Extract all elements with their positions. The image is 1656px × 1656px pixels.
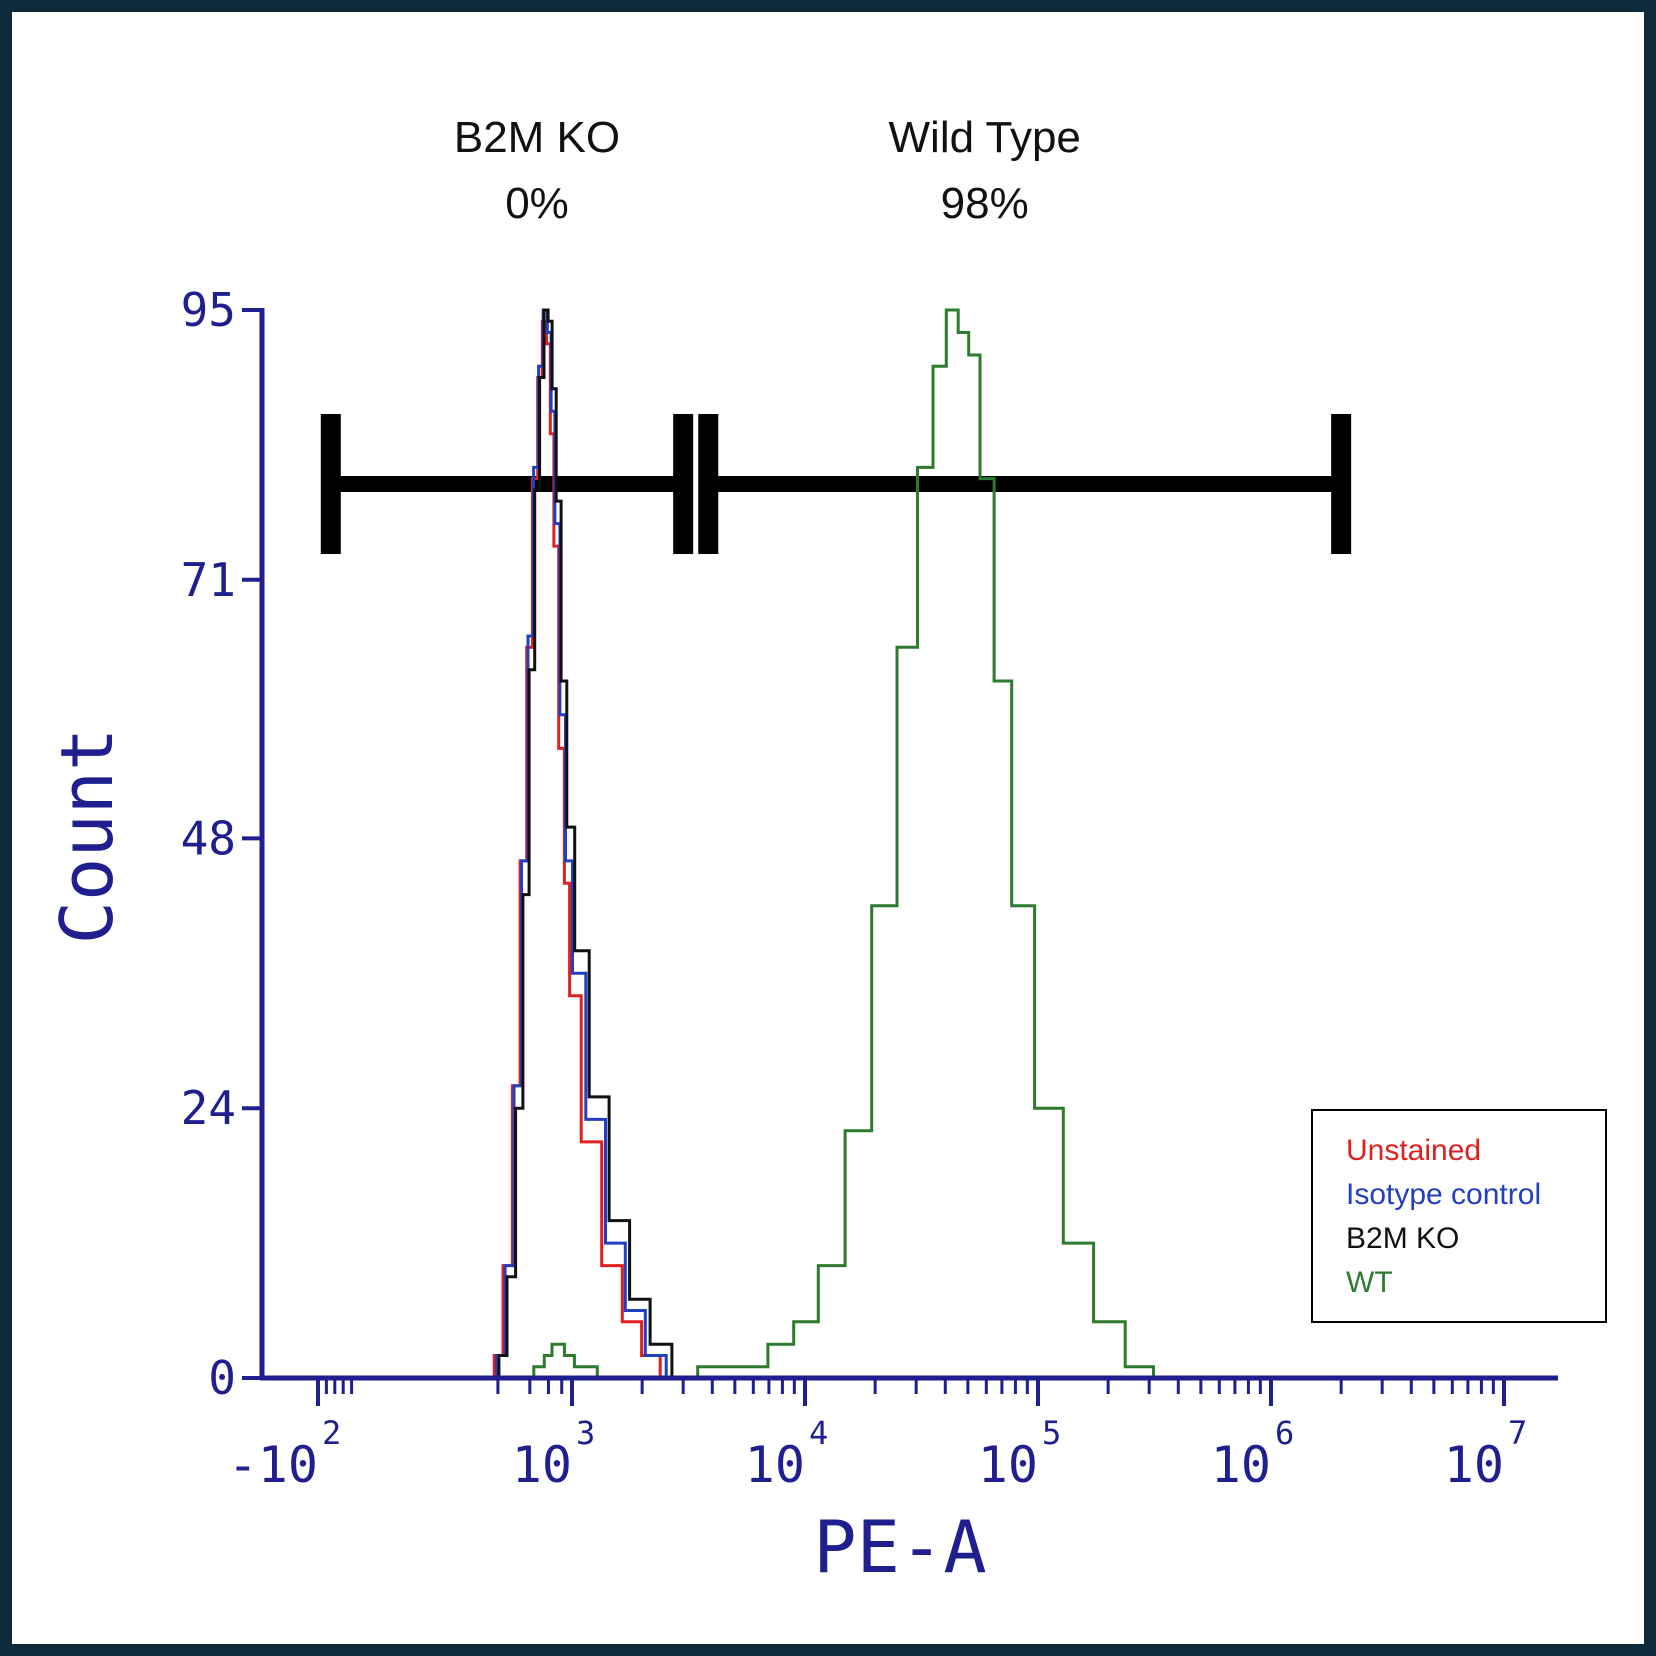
x-tick-label-5: 107 xyxy=(1444,1414,1527,1494)
legend: Unstained Isotype control B2M KO WT xyxy=(1311,1109,1607,1323)
x-tick-exponent: 4 xyxy=(809,1414,828,1452)
x-tick-label-4: 106 xyxy=(1211,1414,1294,1494)
legend-entry-2: B2M KO xyxy=(1346,1222,1459,1255)
series-line-2 xyxy=(495,308,684,1380)
x-tick-exponent: 2 xyxy=(322,1414,341,1452)
gate-name: Wild Type xyxy=(889,113,1081,162)
x-tick-base: 10 xyxy=(1211,1436,1271,1494)
x-axis-label: PE-A xyxy=(813,1505,986,1589)
x-tick-label-0: -102 xyxy=(228,1414,342,1494)
y-axis-label: Count xyxy=(45,728,129,945)
series-line-1 xyxy=(493,308,677,1380)
gate-1 xyxy=(698,414,1352,554)
x-tick-exponent: 5 xyxy=(1042,1414,1061,1452)
legend-box xyxy=(1311,1109,1607,1323)
gate-label-0: B2M KO 0% xyxy=(454,113,620,228)
series-line-3 xyxy=(527,308,1165,1380)
gate-percent: 98% xyxy=(941,179,1029,228)
y-tick-label-3: 71 xyxy=(181,553,236,607)
x-tick-exponent: 3 xyxy=(576,1414,595,1452)
gate-name: B2M KO xyxy=(454,113,620,162)
x-tick-base: 10 xyxy=(978,1436,1038,1494)
legend-entry-0: Unstained xyxy=(1346,1134,1481,1167)
x-tick-base: -10 xyxy=(228,1436,318,1494)
y-tick-label-2: 48 xyxy=(181,811,236,865)
x-tick-base: 10 xyxy=(512,1436,572,1494)
y-tick-label-1: 24 xyxy=(181,1081,236,1135)
y-tick-label-0: 0 xyxy=(208,1351,236,1405)
gates xyxy=(320,414,1352,554)
x-tick-base: 10 xyxy=(1444,1436,1504,1494)
gate-0 xyxy=(320,414,694,554)
gate-label-1: Wild Type 98% xyxy=(889,113,1081,228)
x-tick-label-3: 105 xyxy=(978,1414,1061,1494)
legend-entry-1: Isotype control xyxy=(1346,1178,1541,1211)
gate-percent: 0% xyxy=(505,179,569,228)
x-tick-label-2: 104 xyxy=(745,1414,828,1494)
x-tick-label-1: 103 xyxy=(512,1414,595,1494)
gate-labels: B2M KO 0% Wild Type 98% xyxy=(454,113,1081,228)
x-tick-base: 10 xyxy=(745,1436,805,1494)
legend-entry-3: WT xyxy=(1346,1266,1393,1299)
histogram-curves xyxy=(490,308,1165,1380)
y-tick-label-4: 95 xyxy=(181,283,236,337)
x-tick-exponent: 7 xyxy=(1508,1414,1527,1452)
x-tick-exponent: 6 xyxy=(1275,1414,1294,1452)
